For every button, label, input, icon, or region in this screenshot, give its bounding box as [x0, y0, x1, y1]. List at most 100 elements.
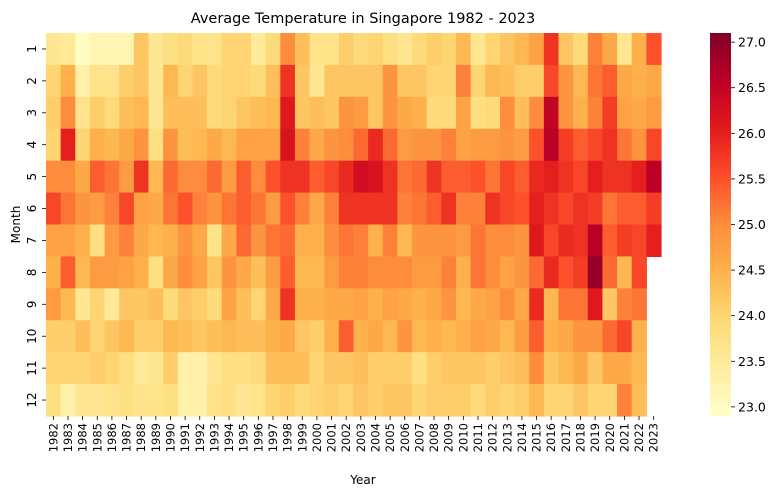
heatmap-cell [177, 224, 194, 258]
heatmap-cell [426, 64, 442, 98]
heatmap-cell [236, 384, 252, 417]
colorbar-tick-label: 23.0 [738, 399, 766, 414]
heatmap-cell [338, 96, 355, 130]
x-tick-label: 2009 [442, 423, 456, 452]
heatmap-cell [368, 224, 384, 258]
heatmap-cell [46, 320, 62, 353]
heatmap-cell [280, 33, 296, 66]
y-tick-label: 12 [25, 392, 39, 407]
heatmap-cell [163, 384, 179, 417]
heatmap-cell [397, 96, 413, 130]
heatmap-cell [163, 96, 179, 130]
x-tick-label: 2008 [427, 423, 441, 452]
x-tick-label: 2003 [354, 423, 368, 452]
heatmap-cell [221, 256, 237, 289]
heatmap-cell [75, 33, 91, 66]
heatmap-cell [426, 96, 442, 130]
heatmap-cell [338, 33, 355, 66]
heatmap-cell [236, 192, 252, 226]
heatmap-cell [294, 384, 311, 417]
heatmap-cell [573, 224, 589, 258]
heatmap-cell [192, 128, 208, 162]
heatmap-cell [353, 256, 369, 289]
heatmap-cell [441, 64, 457, 98]
heatmap-cell [75, 128, 91, 162]
heatmap-cell [382, 320, 399, 353]
x-tick-label: 1994 [222, 423, 236, 452]
x-tick-label: 2014 [515, 423, 529, 452]
heatmap-cell [265, 128, 281, 162]
heatmap-cell [133, 352, 150, 385]
heatmap-cell [119, 160, 135, 194]
heatmap-cell [529, 64, 545, 98]
heatmap-cell [46, 256, 62, 289]
x-tick-label: 2007 [412, 423, 426, 452]
heatmap-cell [338, 192, 355, 226]
heatmap-cell [104, 352, 120, 385]
heatmap-cell [163, 224, 179, 258]
heatmap-cell [499, 192, 516, 226]
x-tick-label: 1993 [207, 423, 221, 452]
colorbar-ticks: 23.0 23.5 24.0 24.5 25.0 25.5 26.0 26.5 27.0 [731, 35, 766, 414]
heatmap-cell [148, 96, 164, 130]
heatmap-cell [192, 96, 208, 130]
heatmap-cell [251, 384, 267, 417]
x-tick-label: 1998 [281, 423, 295, 452]
heatmap-cell [251, 96, 267, 130]
heatmap-cell [133, 33, 150, 66]
heatmap-cell [60, 384, 76, 417]
heatmap-cell [177, 288, 194, 321]
heatmap-cell [558, 224, 574, 258]
heatmap-cell [573, 320, 589, 353]
heatmap-cell [558, 160, 574, 194]
heatmap-cell [587, 192, 604, 226]
heatmap-cell [499, 33, 516, 66]
y-tick-label: 1 [25, 45, 39, 53]
heatmap-cell [89, 224, 106, 258]
colorbar-tick-label: 26.0 [738, 126, 766, 141]
heatmap-cell [221, 288, 237, 321]
heatmap-cell [353, 320, 369, 353]
y-tick-label: 7 [25, 237, 39, 245]
heatmap-cell [587, 224, 604, 258]
heatmap-cell [163, 128, 179, 162]
heatmap-cell [338, 64, 355, 98]
heatmap-cell [573, 96, 589, 130]
heatmap-cell [558, 320, 574, 353]
colorbar-tick-label: 27.0 [738, 35, 766, 50]
heatmap-cell [558, 352, 574, 385]
heatmap-cell [104, 128, 120, 162]
heatmap-cell [382, 288, 399, 321]
heatmap-cell [514, 288, 530, 321]
heatmap-cell [573, 256, 589, 289]
heatmap-cell [368, 288, 384, 321]
heatmap-cell [514, 64, 530, 98]
heatmap-cell [529, 384, 545, 417]
heatmap-cell [207, 224, 223, 258]
heatmap-cell [514, 224, 530, 258]
heatmap-cell [75, 64, 91, 98]
heatmap-cell [646, 64, 662, 98]
heatmap-cell [529, 160, 545, 194]
heatmap-cell [397, 352, 413, 385]
heatmap-cell [412, 33, 428, 66]
heatmap-cell [631, 320, 647, 353]
heatmap-cell [426, 224, 442, 258]
heatmap-cell [470, 288, 486, 321]
x-tick-label: 1990 [163, 423, 177, 452]
heatmap-cell [60, 192, 76, 226]
heatmap-cell [397, 128, 413, 162]
heatmap-cell [75, 352, 91, 385]
heatmap-cell [280, 128, 296, 162]
heatmap-cell [46, 96, 62, 130]
heatmap-cell [163, 33, 179, 66]
heatmap-cell [617, 96, 633, 130]
heatmap-cell [309, 352, 325, 385]
heatmap-cell [353, 128, 369, 162]
heatmap-cell [46, 224, 62, 258]
heatmap-cell [280, 64, 296, 98]
x-tick-label: 1999 [295, 423, 309, 452]
y-tick-label: 11 [25, 360, 39, 375]
